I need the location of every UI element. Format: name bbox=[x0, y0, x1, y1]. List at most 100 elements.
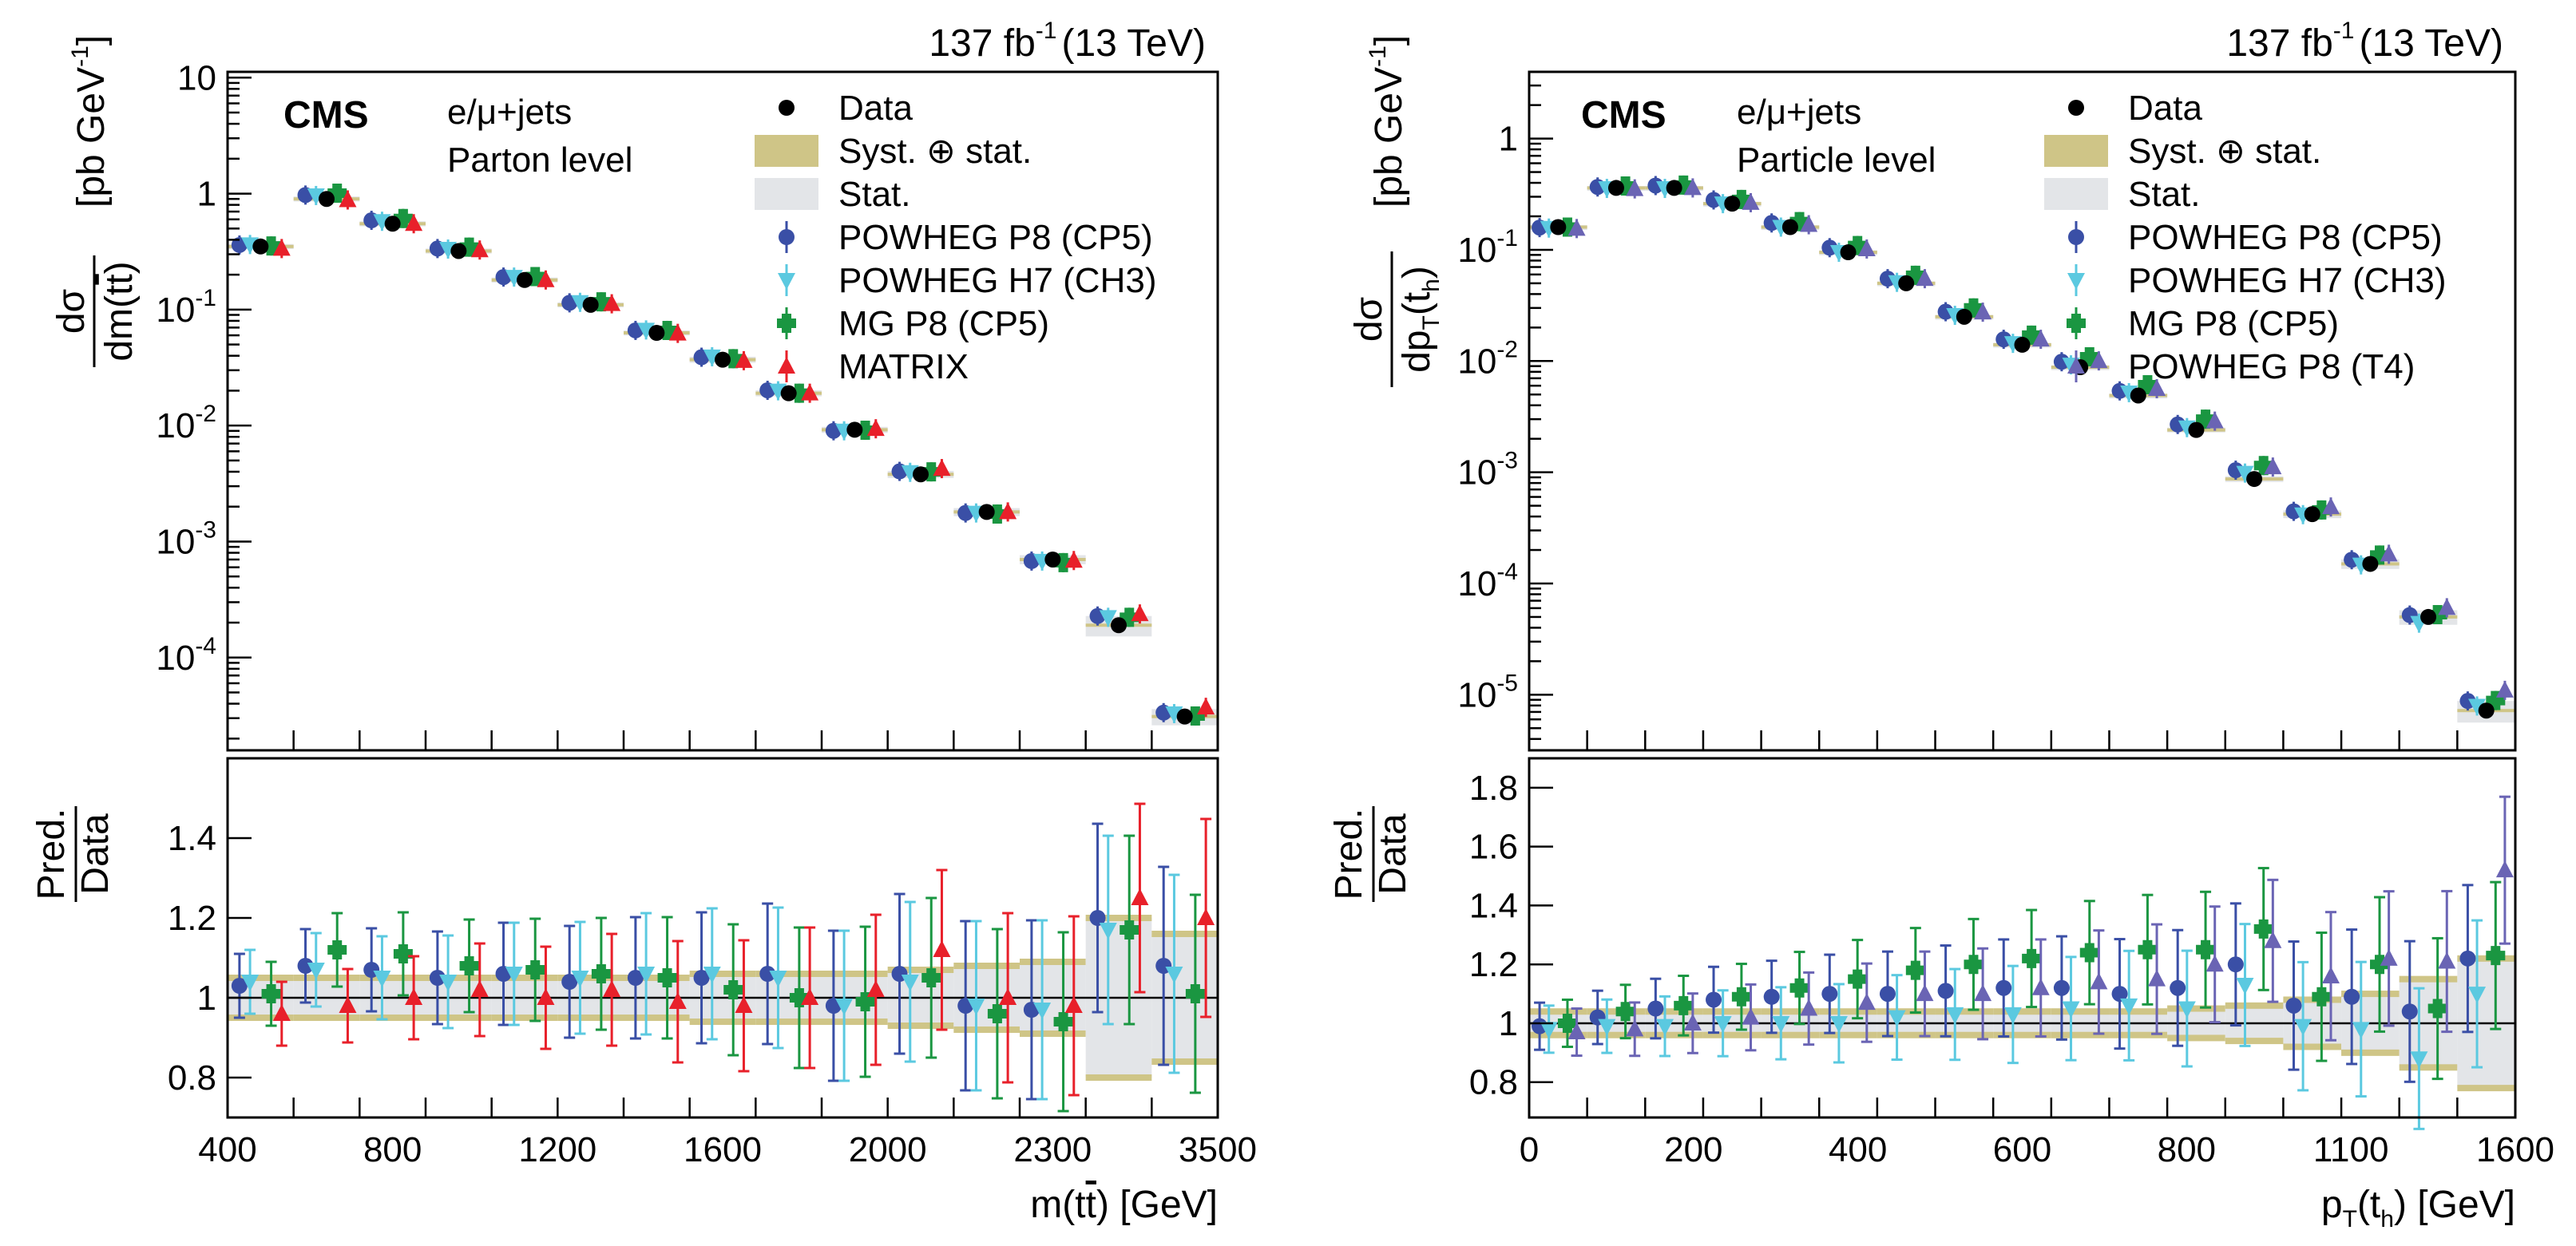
left-y-title-numerator: dσ bbox=[50, 289, 93, 334]
main-pred-marker bbox=[2438, 598, 2456, 615]
ratio-marker bbox=[2468, 987, 2487, 1004]
main-pred-marker bbox=[2264, 457, 2282, 475]
main-data-point bbox=[2420, 608, 2437, 625]
main-pred-marker bbox=[1763, 215, 1780, 231]
ratio-syst-band-lower bbox=[1993, 1031, 2051, 1038]
main-pred-marker bbox=[571, 295, 589, 312]
ratio-marker bbox=[2438, 951, 2456, 969]
ratio-marker bbox=[1964, 955, 1984, 975]
ratio-marker bbox=[2495, 860, 2514, 878]
right-y-title-denominator: dpT(th) bbox=[1396, 266, 1445, 373]
main-pred-marker bbox=[2380, 544, 2398, 562]
ratio-marker bbox=[1772, 1015, 1790, 1033]
ratio-marker bbox=[2427, 999, 2447, 1019]
left-legend: Data Syst. ⊕ stat. Stat. POWHEG P8 (CP5) POW… bbox=[755, 89, 1156, 386]
ratio-marker bbox=[2111, 986, 2128, 1003]
ratio-syst-band-upper bbox=[426, 975, 492, 981]
main-data-point bbox=[715, 351, 731, 368]
x-tick-label: 1100 bbox=[2313, 1130, 2389, 1169]
ratio-marker bbox=[1647, 1000, 1664, 1017]
ratio-marker bbox=[1995, 979, 2012, 996]
right-main-y-axis: 10-5 10-4 10-3 10-2 10-1 1 bbox=[1457, 84, 1553, 741]
main-pred-marker bbox=[2321, 497, 2340, 515]
main-pred-marker bbox=[801, 383, 819, 401]
main-pred-marker bbox=[933, 459, 951, 477]
main-pred-marker bbox=[2090, 351, 2108, 369]
ratio-marker bbox=[1185, 984, 1205, 1003]
ratio-syst-band-upper bbox=[1020, 959, 1086, 965]
y-tick-label: 10-4 bbox=[1457, 559, 1518, 603]
ratio-syst-band-upper bbox=[1993, 1008, 2051, 1015]
left-y-title: dσ dm(tt) [pb GeV-1] bbox=[50, 35, 141, 367]
main-pred-marker bbox=[2285, 503, 2302, 520]
ratio-marker bbox=[2352, 1022, 2370, 1039]
ratio-syst-band-upper bbox=[755, 971, 822, 977]
ratio-marker bbox=[470, 980, 489, 997]
ratio-marker bbox=[1089, 910, 1106, 926]
y-tick-label: 10-3 bbox=[1457, 448, 1518, 492]
main-data-point bbox=[517, 271, 533, 288]
ratio-marker bbox=[2294, 1019, 2312, 1036]
legend-label: Syst. ⊕ stat. bbox=[2128, 132, 2321, 171]
left-ratio-frame bbox=[226, 757, 1219, 1119]
main-pred-marker bbox=[1742, 192, 1760, 210]
x-tick-label: 800 bbox=[2158, 1130, 2216, 1169]
ratio-y-tick-label: 1 bbox=[197, 979, 216, 1018]
ratio-marker bbox=[759, 966, 776, 982]
legend-label: Stat. bbox=[838, 175, 911, 214]
ratio-syst-band-lower bbox=[2341, 1049, 2400, 1056]
main-data-point bbox=[2478, 702, 2495, 719]
ratio-marker bbox=[2486, 946, 2506, 966]
ratio-marker bbox=[2344, 988, 2360, 1005]
ratio-marker bbox=[1674, 995, 1694, 1015]
ratio-marker bbox=[723, 980, 743, 999]
main-pred-marker bbox=[668, 323, 687, 341]
main-pred-marker bbox=[470, 240, 489, 258]
ratio-marker bbox=[1197, 908, 1215, 925]
right-ratio-title-den: Data bbox=[1372, 813, 1414, 895]
ratio-marker bbox=[1131, 888, 1149, 905]
ratio-syst-band-upper bbox=[624, 975, 690, 981]
x-tick-label: 0 bbox=[1520, 1130, 1539, 1169]
ratio-marker bbox=[307, 963, 325, 979]
y-tick-label: 10-4 bbox=[156, 633, 216, 678]
ratio-syst-band-lower bbox=[491, 1015, 558, 1021]
ratio-marker bbox=[2459, 950, 2476, 967]
ratio-marker bbox=[2410, 1051, 2428, 1069]
ratio-syst-band-lower bbox=[1877, 1031, 1936, 1038]
ratio-marker bbox=[1683, 1013, 1702, 1030]
ratio-marker bbox=[1946, 1007, 1964, 1024]
ratio-syst-band-lower bbox=[887, 1023, 954, 1029]
main-data-point bbox=[450, 243, 467, 259]
ratio-syst-band-lower bbox=[557, 1015, 624, 1021]
left-figure: 137 fb-1 (13 TeV) 10-4 10-3 10-2 10-1 1 10 CMS… bbox=[30, 18, 1257, 1226]
main-pred-marker bbox=[637, 322, 656, 340]
ratio-marker bbox=[2380, 948, 2398, 966]
ratio-syst-band-upper bbox=[1702, 1008, 1762, 1015]
right-cms-label: CMS bbox=[1581, 94, 1666, 136]
main-pred-marker bbox=[1165, 706, 1183, 723]
legend-marker bbox=[777, 314, 796, 333]
x-tick-label: 2300 bbox=[1013, 1130, 1092, 1169]
ratio-marker bbox=[2236, 978, 2254, 995]
ratio-marker bbox=[2022, 948, 2042, 968]
ratio-marker bbox=[967, 999, 985, 1015]
ratio-marker bbox=[1937, 983, 1954, 999]
ratio-y-tick-label: 1.2 bbox=[168, 899, 216, 938]
main-data-point bbox=[1044, 551, 1061, 568]
ratio-syst-band-upper bbox=[1529, 1008, 1587, 1015]
ratio-marker bbox=[2401, 1003, 2418, 1020]
main-pred-marker bbox=[1995, 331, 2012, 348]
ratio-marker bbox=[835, 999, 854, 1015]
main-data-point bbox=[1176, 708, 1193, 725]
ratio-marker bbox=[2053, 979, 2070, 996]
ratio-y-tick-label: 0.8 bbox=[1469, 1063, 1518, 1102]
x-tick-label: 200 bbox=[1664, 1130, 1722, 1169]
legend-stat-swatch bbox=[2044, 178, 2108, 210]
main-data-point bbox=[1111, 617, 1127, 634]
ratio-marker bbox=[2321, 966, 2340, 983]
ratio-marker bbox=[627, 970, 644, 986]
y-tick-label: 10-5 bbox=[1457, 670, 1518, 714]
ratio-syst-band-lower bbox=[426, 1015, 492, 1021]
ratio-syst-band-lower bbox=[624, 1015, 690, 1021]
